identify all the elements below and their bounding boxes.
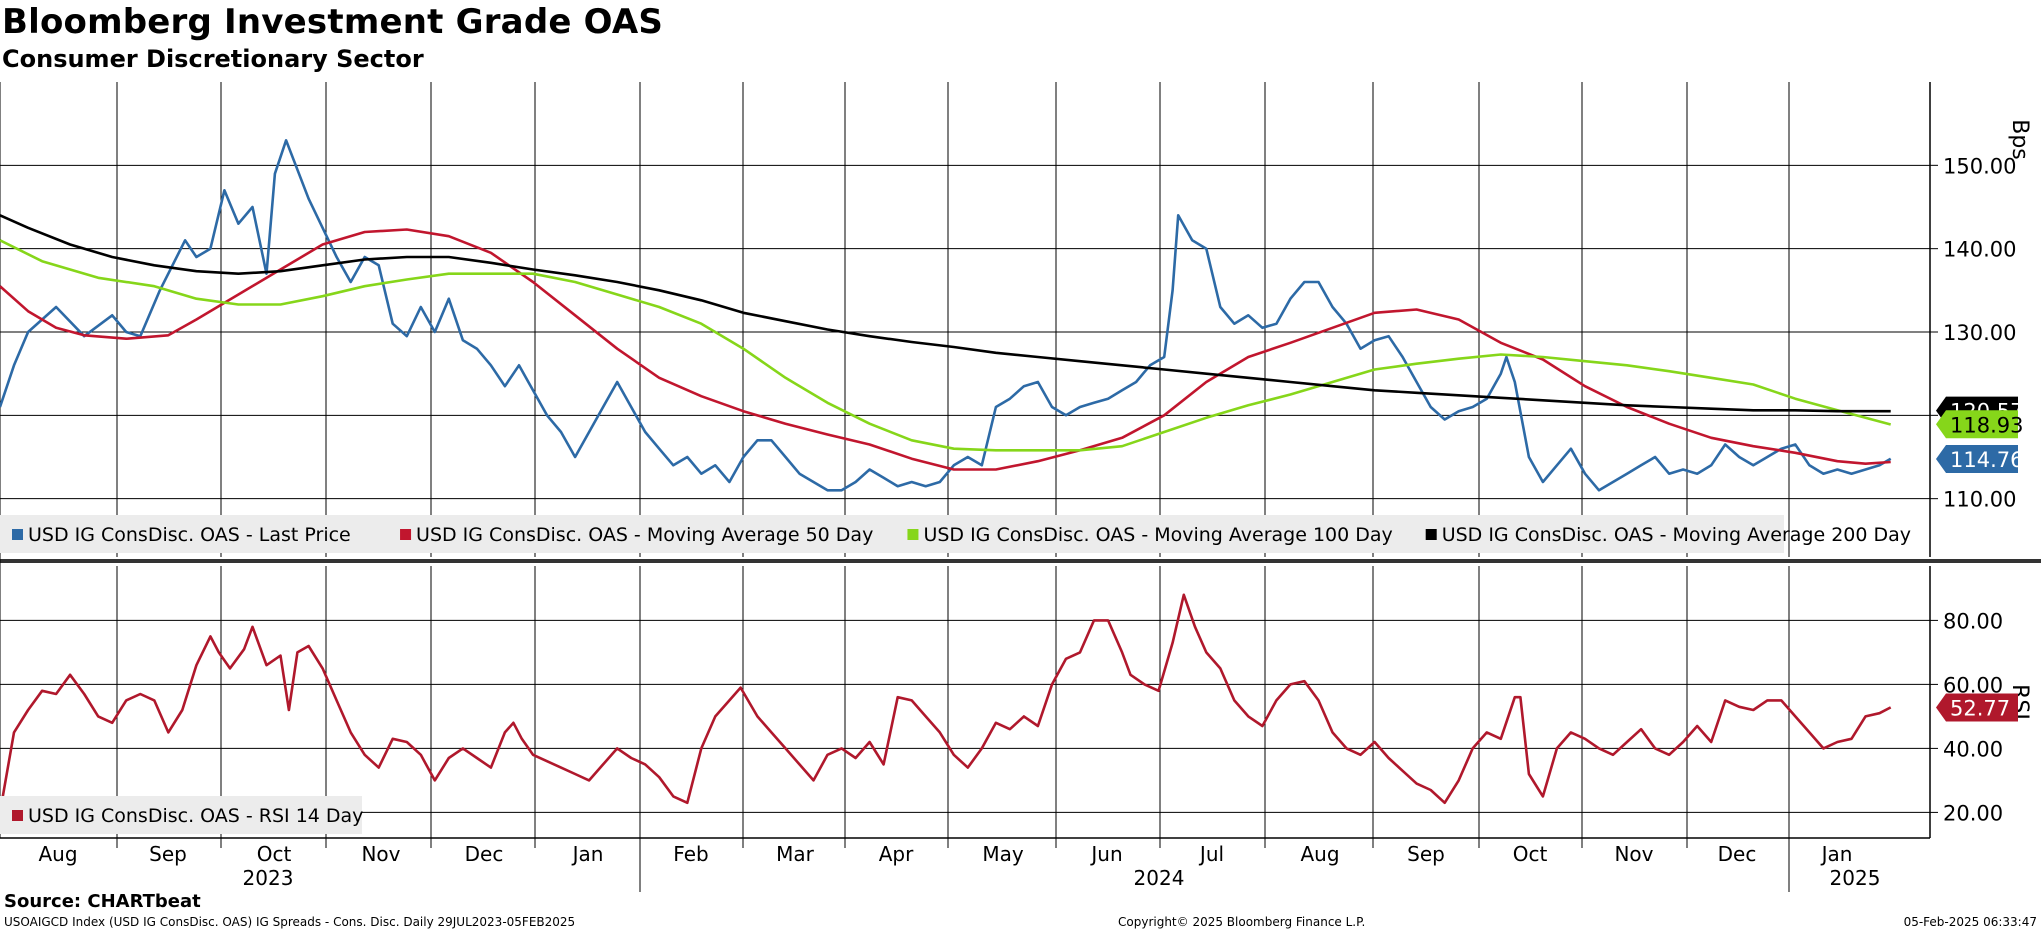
x-month-label: Dec <box>1718 842 1757 866</box>
x-year-label: 2024 <box>1134 866 1185 890</box>
last-value-tag-bg <box>1936 445 2018 473</box>
x-year-label: 2023 <box>243 866 294 890</box>
x-month-label: Aug <box>38 842 77 866</box>
x-month-label: Jul <box>1198 842 1224 866</box>
last-value-tag-bg <box>1936 410 2018 439</box>
last-value-tag: 114.76 <box>1936 445 2023 473</box>
x-month-label: Feb <box>673 842 708 866</box>
legend-entry: USD IG ConsDisc. OAS - RSI 14 Day <box>28 805 363 827</box>
x-month-label: Nov <box>1614 842 1653 866</box>
series-line-usd-ig-consdisc-oas-rsi-14-day <box>0 593 1892 813</box>
x-month-label: Sep <box>149 842 187 866</box>
y-tick-label: 60.00 <box>1943 673 2003 697</box>
last-value-tag: 52.77 <box>1936 693 2018 722</box>
series-layer <box>0 139 1892 813</box>
x-month-label: Dec <box>465 842 504 866</box>
x-month-label: Aug <box>1300 842 1339 866</box>
series-line-usd-ig-consdisc-oas-moving-average-100-day <box>0 239 1892 452</box>
x-month-label: Oct <box>1513 842 1548 866</box>
legend-swatch <box>12 529 23 540</box>
chart-title: Bloomberg Investment Grade OAS <box>2 2 664 42</box>
y-tick-label: 130.00 <box>1943 321 2016 345</box>
legend-swatch <box>907 529 919 540</box>
x-month-label: Mar <box>776 842 815 866</box>
legend-entry: USD IG ConsDisc. OAS - Last Price <box>28 524 351 546</box>
series-line-usd-ig-consdisc-oas-moving-average-50-day <box>0 228 1891 471</box>
source-label: Source: CHARTbeat <box>4 891 201 912</box>
legend-main-bg <box>0 515 1784 553</box>
legend-layer: USD IG ConsDisc. OAS - Last Price USD IG … <box>0 515 1911 834</box>
x-month-label: Apr <box>879 842 914 866</box>
chart-subtitle: Consumer Discretionary Sector <box>2 45 424 73</box>
x-month-label: May <box>982 842 1024 866</box>
grid-layer <box>0 82 2041 838</box>
x-month-label: Nov <box>361 842 400 866</box>
last-value-tag-text: 52.77 <box>1950 697 2010 721</box>
legend-rsi-bg <box>0 796 362 834</box>
last-value-tag-bg <box>1936 693 2018 722</box>
y-tick-label: 110.00 <box>1943 488 2016 512</box>
footer-timestamp: 05-Feb-2025 06:33:47 <box>1903 915 2037 929</box>
footer-copyright: Copyright© 2025 Bloomberg Finance L.P. <box>1118 915 1366 929</box>
series-line-usd-ig-consdisc-oas-moving-average-200-day <box>0 214 1891 413</box>
x-month-label: Jun <box>1089 842 1122 866</box>
y-tick-label: 20.00 <box>1943 801 2003 825</box>
x-month-label: Sep <box>1407 842 1445 866</box>
last-value-tag-text: 118.93 <box>1950 413 2023 437</box>
x-month-label: Jan <box>571 842 604 866</box>
legend-entry: USD IG ConsDisc. OAS - Moving Average 20… <box>1442 524 1911 546</box>
x-year-label: 2025 <box>1830 866 1881 890</box>
x-month-label: Oct <box>257 842 292 866</box>
y-tick-label: 140.00 <box>1943 238 2016 262</box>
last-value-tag-text: 114.76 <box>1950 448 2023 472</box>
y-tick-label: 80.00 <box>1943 609 2003 633</box>
series-line-usd-ig-consdisc-oas-last-price <box>0 139 1892 492</box>
y-tick-label: 150.00 <box>1943 154 2016 178</box>
legend-swatch <box>400 529 412 540</box>
y-tick-label: 40.00 <box>1943 737 2003 761</box>
legend-swatch <box>12 810 23 821</box>
y-axis-title-bps: Bps <box>2007 119 2032 160</box>
x-month-label: Jan <box>1820 842 1853 866</box>
legend-entry: USD IG ConsDisc. OAS - Moving Average 10… <box>923 524 1392 546</box>
legend-entry: USD IG ConsDisc. OAS - Moving Average 50… <box>416 524 873 546</box>
legend-swatch <box>1425 529 1437 540</box>
last-value-tag: 118.93 <box>1936 410 2023 439</box>
footer-ticker-info: USOAIGCD Index (USD IG ConsDisc. OAS) IG… <box>4 915 576 929</box>
axis-layer: 110.00120.00130.00140.00150.00Bps20.0040… <box>0 82 2032 892</box>
